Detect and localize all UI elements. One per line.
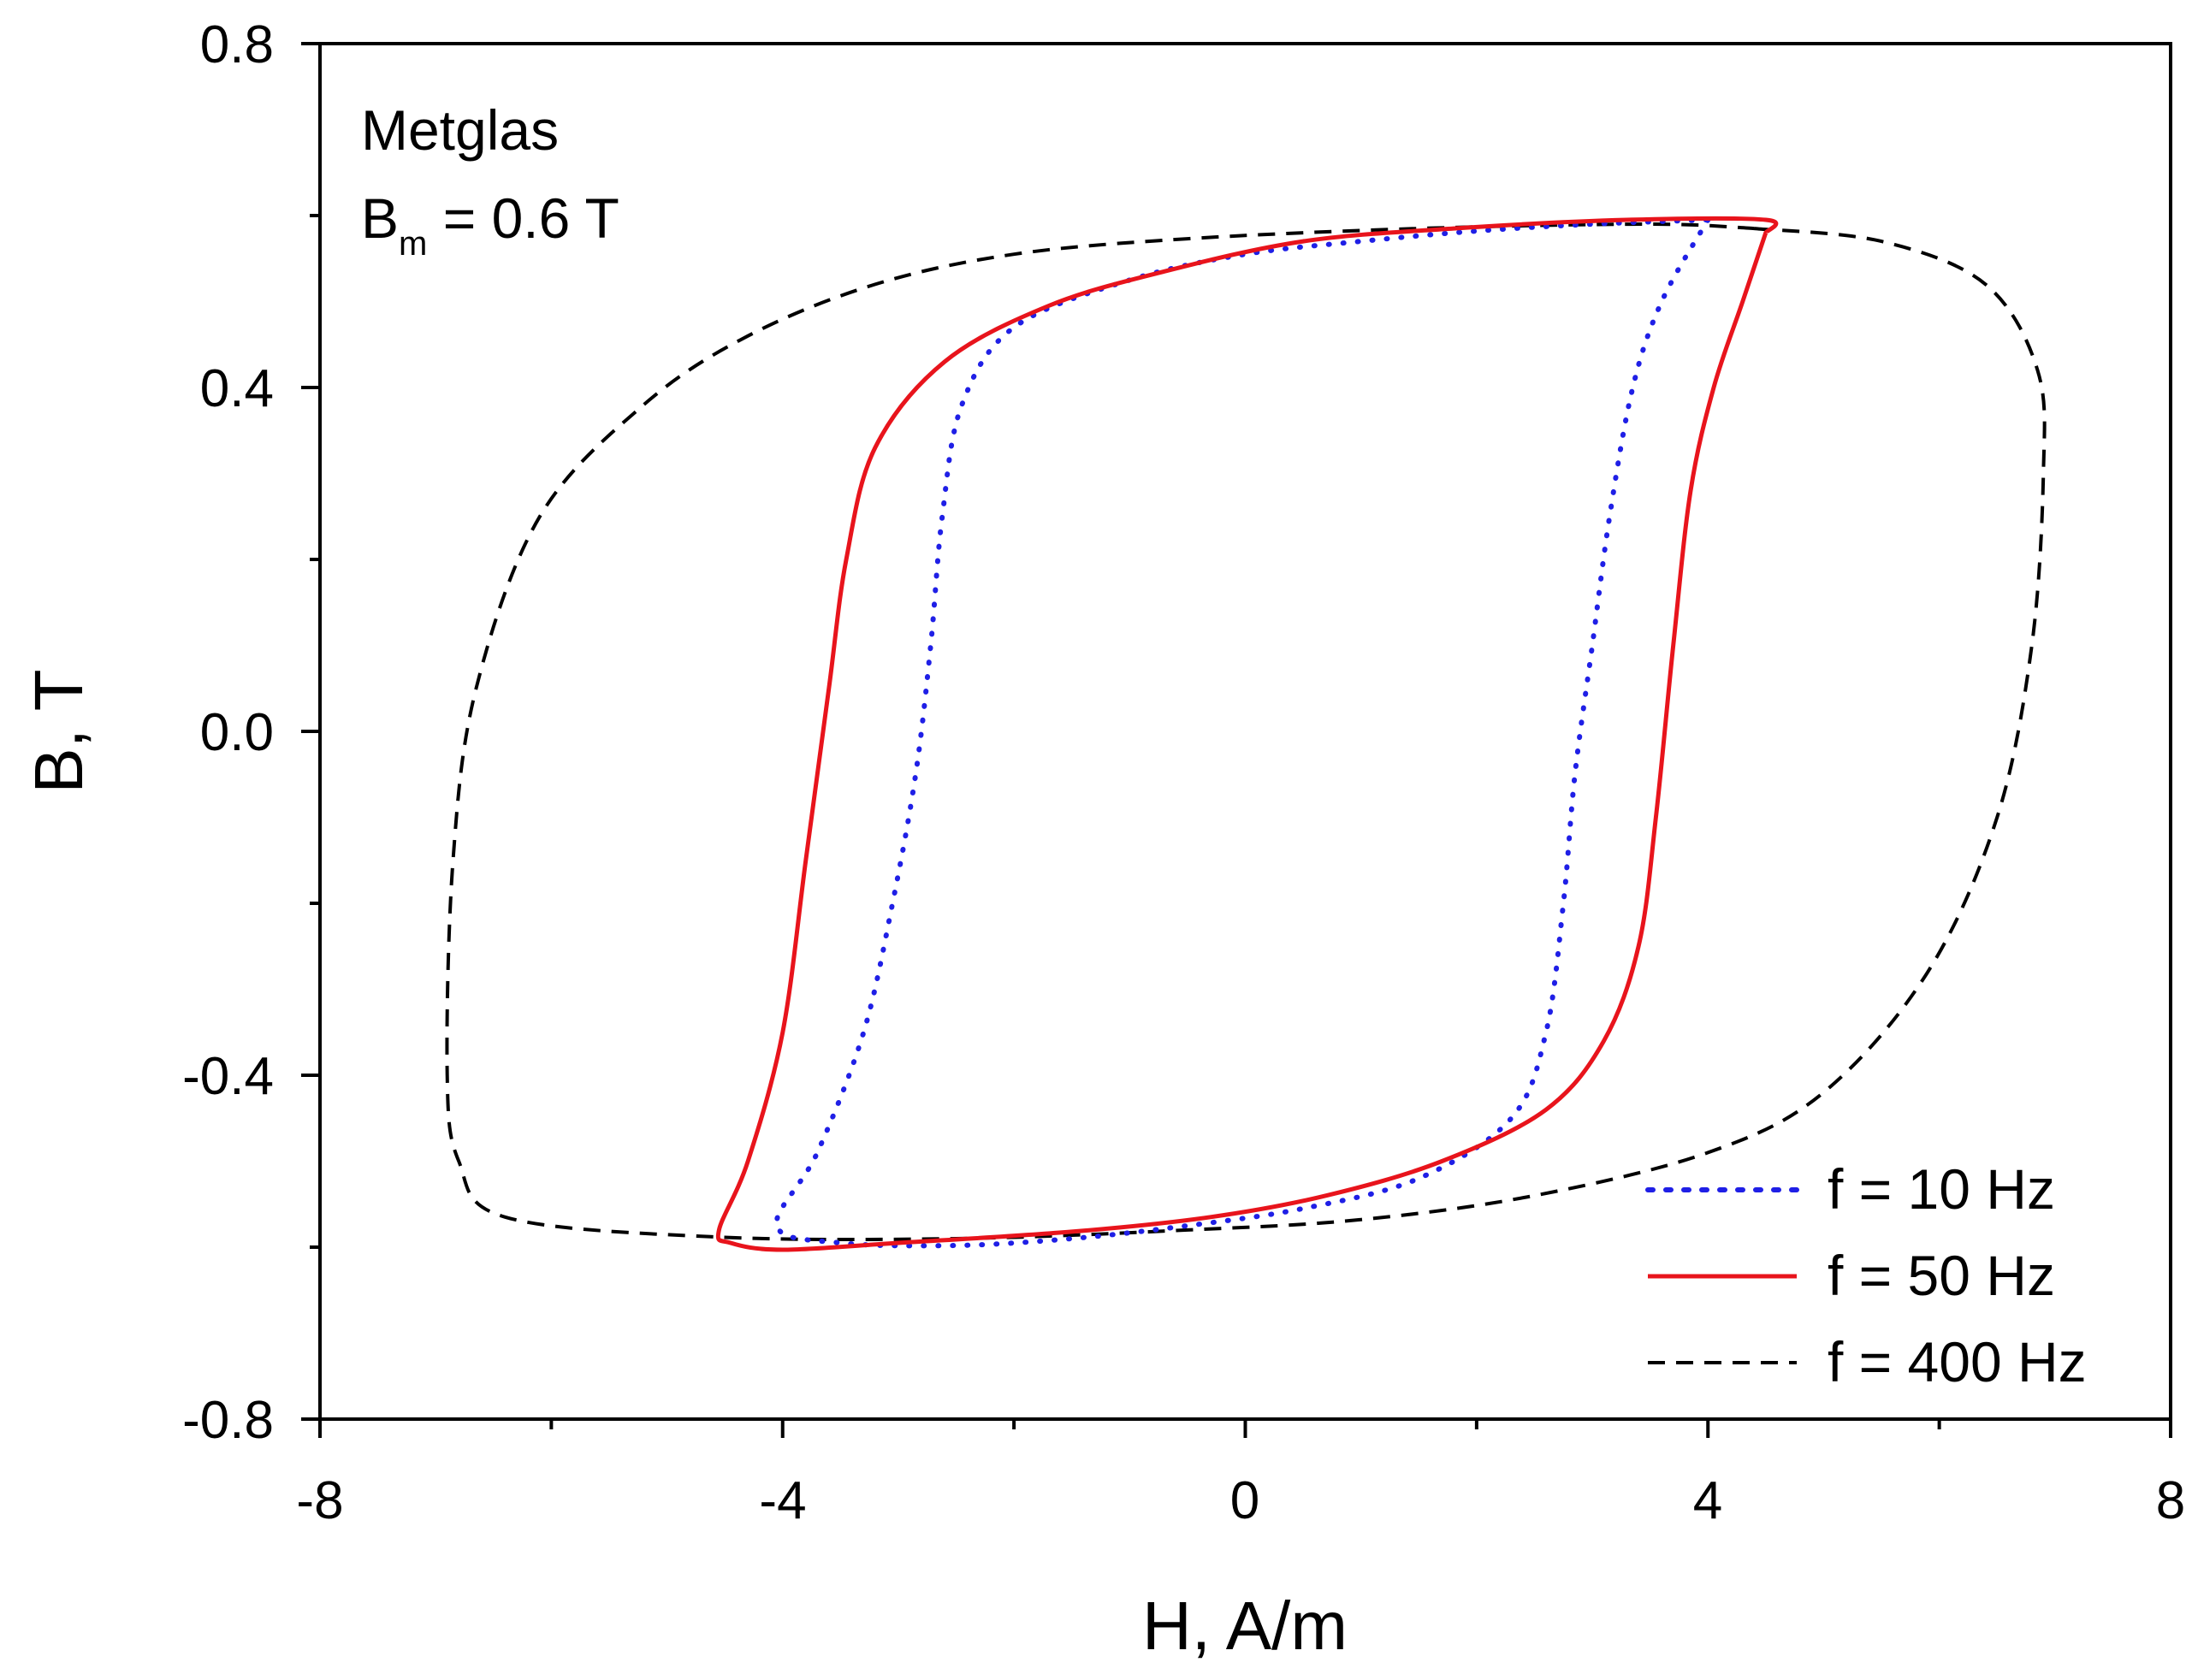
x-tick-label-0: 0	[1230, 1471, 1259, 1530]
material-annotation: Metglas	[361, 98, 559, 162]
x-axis-title: H, A/m	[1142, 1588, 1348, 1664]
x-tick-label-8: 8	[2156, 1471, 2185, 1530]
legend-label-10hz: f = 10 Hz	[1828, 1157, 2055, 1221]
y-tick-label-0.4: 0.4	[200, 359, 274, 418]
bm-symbol: B	[361, 186, 399, 250]
series-layer	[445, 216, 2047, 1252]
bm-value: = 0.6 T	[427, 186, 619, 250]
bm-annotation: Bm = 0.6 T	[361, 186, 619, 263]
series-10hz-loop	[773, 217, 1711, 1249]
x-tick-label-4: 4	[1693, 1471, 1722, 1530]
bm-subscript: m	[399, 225, 427, 263]
y-axis-title: B, T	[21, 669, 97, 793]
legend-label-50hz: f = 50 Hz	[1828, 1244, 2055, 1307]
series-50hz-loop	[715, 216, 1779, 1252]
legend-label-400hz: f = 400 Hz	[1828, 1330, 2087, 1393]
series-400hz-loop	[445, 222, 2047, 1242]
x-tick-label-neg4: -4	[759, 1471, 806, 1530]
y-tick-label-neg0.4: -0.4	[182, 1047, 274, 1106]
axis-ticks	[301, 42, 2172, 1438]
y-tick-label-0.8: 0.8	[200, 15, 274, 74]
y-tick-label-neg0.8: -0.8	[182, 1391, 274, 1450]
y-tick-label-0.0: 0.0	[200, 703, 274, 762]
x-tick-label-neg8: -8	[296, 1471, 343, 1530]
